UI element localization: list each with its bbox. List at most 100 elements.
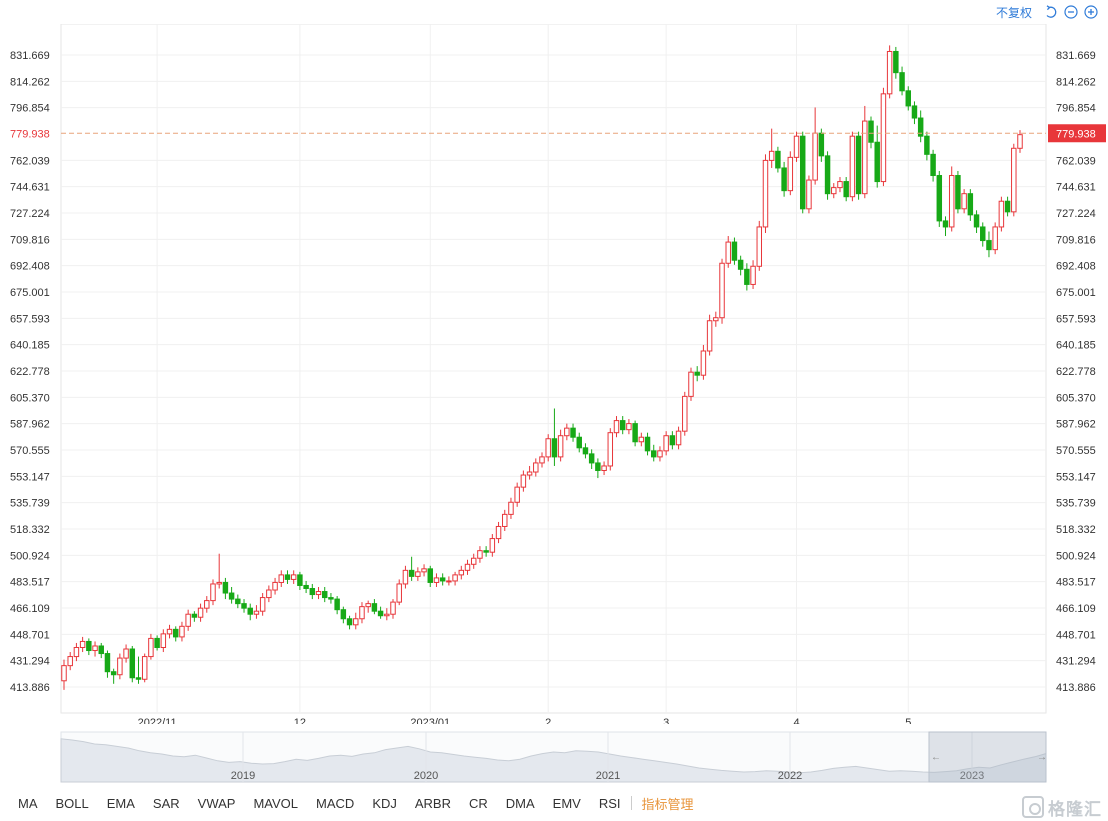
- candle: [607, 428, 614, 471]
- candle: [228, 586, 235, 604]
- candle: [967, 189, 974, 221]
- price-tick-left: 831.669: [10, 50, 50, 62]
- candle: [737, 255, 744, 276]
- candle: [533, 458, 539, 477]
- candle: [682, 391, 688, 436]
- candle: [930, 149, 936, 182]
- price-tick-right: 779.938: [1056, 128, 1096, 140]
- navigator-year-label: 2023: [960, 770, 984, 782]
- candle: [123, 644, 129, 663]
- candle: [433, 573, 440, 587]
- candle: [377, 606, 384, 619]
- navigator-left-handle-icon[interactable]: ←: [931, 752, 941, 763]
- candle: [470, 553, 477, 569]
- price-tick-left: 587.962: [10, 419, 50, 431]
- candle: [936, 170, 943, 227]
- navigator-year-label: 2020: [414, 770, 438, 782]
- candle: [657, 446, 663, 462]
- candles: [61, 45, 1023, 690]
- candle: [396, 579, 402, 606]
- grid: [60, 24, 1047, 714]
- indicator-ema[interactable]: EMA: [106, 795, 135, 811]
- candle: [495, 521, 502, 544]
- price-tick-left: 500.924: [10, 550, 50, 562]
- candle: [669, 431, 676, 450]
- indicator-cr[interactable]: CR: [469, 795, 488, 811]
- candle: [955, 170, 961, 214]
- gelonghui-logo-icon: [1022, 796, 1044, 818]
- time-tick: 12: [294, 717, 306, 724]
- candle: [204, 596, 210, 613]
- price-tick-right: 518.332: [1056, 524, 1096, 536]
- navigator-selection[interactable]: [928, 731, 1047, 783]
- undo-icon[interactable]: [1044, 5, 1058, 19]
- candle: [675, 426, 682, 450]
- candle: [694, 366, 700, 382]
- candle: [1017, 130, 1023, 153]
- navigator-right-handle-icon[interactable]: →: [1037, 752, 1047, 763]
- indicator-macd[interactable]: MACD: [316, 795, 355, 811]
- price-tick-right: 413.886: [1056, 682, 1096, 694]
- candle: [464, 559, 471, 575]
- indicator-manage-button[interactable]: 指标管理: [641, 796, 694, 812]
- candle: [421, 564, 427, 577]
- candle: [353, 612, 359, 630]
- candle: [855, 131, 862, 200]
- candle: [663, 431, 669, 456]
- candle: [1011, 143, 1017, 217]
- candle: [899, 66, 905, 96]
- candle: [948, 166, 955, 232]
- zoom-in-icon[interactable]: [1084, 5, 1098, 19]
- indicator-arbr[interactable]: ARBR: [414, 795, 451, 811]
- candle: [564, 423, 570, 441]
- candle: [222, 577, 229, 600]
- candle: [303, 580, 309, 594]
- price-tick-left: 431.294: [10, 656, 50, 668]
- indicator-mavol[interactable]: MAVOL: [253, 795, 299, 811]
- candle: [545, 434, 551, 462]
- candle: [973, 210, 980, 234]
- candle: [508, 497, 514, 519]
- indicator-sar[interactable]: SAR: [152, 795, 180, 811]
- indicator-kdj[interactable]: KDJ: [372, 795, 397, 811]
- candle: [713, 311, 719, 327]
- price-tick-left: 657.593: [10, 313, 50, 325]
- indicator-boll[interactable]: BOLL: [55, 795, 89, 811]
- candle: [756, 220, 763, 271]
- indicator-rsi[interactable]: RSI: [598, 795, 621, 811]
- candle: [799, 131, 806, 214]
- zoom-out-icon[interactable]: [1064, 5, 1078, 19]
- candle: [1004, 196, 1011, 217]
- price-tick-right: 500.924: [1056, 550, 1096, 562]
- candle: [868, 116, 874, 149]
- candlestick-chart[interactable]: 831.669 814.262 796.854 779.938 762.039 744.6…: [0, 24, 1108, 724]
- candle: [483, 546, 489, 557]
- candle: [843, 177, 849, 202]
- indicator-dma[interactable]: DMA: [505, 795, 535, 811]
- candle: [831, 183, 837, 199]
- price-tick-left: 622.778: [10, 366, 50, 378]
- price-tick-right: 605.370: [1056, 392, 1096, 404]
- price-tick-right: 553.147: [1056, 471, 1096, 483]
- candle: [775, 146, 781, 173]
- indicator-vwap[interactable]: VWAP: [197, 795, 236, 811]
- candle: [284, 570, 291, 584]
- adjust-mode-toggle[interactable]: 不复权: [995, 5, 1032, 20]
- price-tick-right: 657.593: [1056, 313, 1096, 325]
- indicator-ma[interactable]: MA: [18, 795, 38, 811]
- candle: [446, 576, 452, 586]
- candle: [415, 567, 421, 581]
- indicator-emv[interactable]: EMV: [552, 795, 581, 811]
- candle: [886, 45, 893, 99]
- candle: [402, 565, 409, 589]
- price-tick-right: 796.854: [1056, 103, 1096, 115]
- time-axis: 2022/11 12 2023/01 2 3 4 5: [138, 717, 912, 724]
- candle: [862, 105, 868, 199]
- candle: [626, 419, 632, 435]
- price-tick-right: 466.109: [1056, 603, 1096, 615]
- price-tick-right: 535.739: [1056, 498, 1096, 510]
- candle: [185, 609, 191, 631]
- price-tick-right: 570.555: [1056, 445, 1096, 457]
- range-navigator[interactable]: 2019 2020 2021 2022 2023 ← →: [0, 730, 1108, 786]
- candle: [787, 151, 794, 196]
